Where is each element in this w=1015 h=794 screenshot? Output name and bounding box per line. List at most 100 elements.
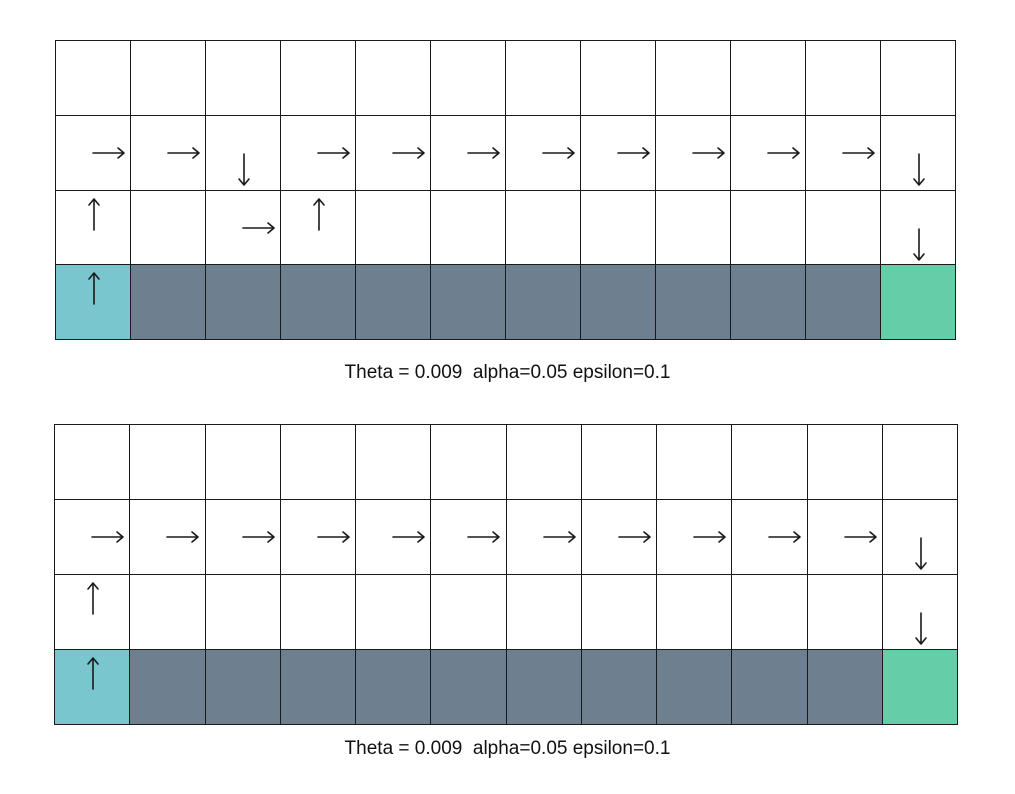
grid-cell-cliff — [656, 265, 731, 340]
grid-cell-empty — [581, 500, 657, 575]
grid-cell-empty — [731, 41, 806, 116]
grid-cell-empty — [656, 115, 731, 191]
gridworld-grid — [55, 40, 956, 340]
arrow-up-icon — [87, 582, 99, 615]
arrow-down-icon — [238, 152, 250, 186]
arrow-right-icon — [842, 146, 875, 159]
grid-cell-empty — [657, 500, 733, 575]
grid-cell-empty — [431, 500, 507, 575]
grid-cell-empty — [56, 115, 131, 191]
grid-cell-empty — [131, 41, 206, 116]
grid-cell-empty — [732, 500, 808, 575]
grid-cell-cliff — [205, 650, 281, 725]
gridworld-grid — [54, 424, 958, 725]
grid-cell-empty — [807, 500, 883, 575]
grid-cell-goal — [882, 650, 958, 725]
grid-cell-empty — [506, 190, 581, 266]
grid-cell-empty — [356, 115, 431, 191]
arrow-right-icon — [317, 146, 350, 159]
arrow-up-icon — [313, 197, 325, 231]
grid-cell-cliff — [807, 650, 883, 725]
grid-cell-empty — [280, 500, 356, 575]
grid-cell-cliff — [281, 265, 356, 340]
grid-cell-empty — [205, 500, 281, 575]
grid-cell-cliff — [130, 650, 206, 725]
grid-cell-empty — [506, 115, 581, 191]
grid-cell-cliff — [506, 650, 582, 725]
grid-cell-empty — [882, 500, 958, 575]
grid-cell-empty — [581, 115, 656, 191]
arrow-right-icon — [242, 221, 275, 234]
grid-cell-empty — [431, 425, 507, 500]
grid-cell-cliff — [131, 265, 206, 340]
grid-cell-empty — [881, 115, 956, 191]
grid-cell-empty — [581, 190, 656, 266]
grid-cell-empty — [807, 425, 883, 500]
grid-cell-empty — [205, 575, 281, 650]
grid-cell-empty — [356, 425, 432, 500]
arrow-right-icon — [692, 146, 725, 159]
grid-cell-empty — [506, 425, 582, 500]
grid-cell-cliff — [356, 650, 432, 725]
arrow-up-icon — [88, 272, 100, 306]
grid-cell-empty — [431, 115, 506, 191]
grid-cell-empty — [806, 190, 881, 266]
grid-cell-empty — [657, 425, 733, 500]
arrow-right-icon — [617, 146, 650, 159]
arrow-down-icon — [914, 537, 927, 570]
grid-cell-empty — [431, 41, 506, 116]
arrow-right-icon — [392, 531, 425, 543]
grid-cell-empty — [356, 190, 431, 266]
grid-cell-empty — [656, 41, 731, 116]
grid-cell-empty — [280, 575, 356, 650]
grid-cell-cliff — [581, 650, 657, 725]
grid-cell-cliff — [806, 265, 881, 340]
grid-cell-empty — [732, 575, 808, 650]
gridworld-caption: Theta = 0.009 alpha=0.05 epsilon=0.1 — [344, 362, 671, 383]
grid-cell-empty — [206, 190, 281, 266]
grid-cell-empty — [431, 575, 507, 650]
grid-cell-cliff — [431, 265, 506, 340]
gridworld-panel-2 — [54, 424, 958, 725]
gridworld-panel-1 — [55, 40, 956, 340]
grid-cell-empty — [281, 190, 356, 266]
arrow-up-icon — [88, 197, 100, 231]
grid-cell-cliff — [732, 650, 808, 725]
grid-cell-empty — [130, 425, 206, 500]
grid-cell-empty — [206, 41, 281, 116]
grid-cell-empty — [356, 41, 431, 116]
grid-cell-empty — [806, 41, 881, 116]
grid-cell-empty — [807, 575, 883, 650]
grid-cell-empty — [506, 575, 582, 650]
grid-cell-empty — [581, 41, 656, 116]
grid-cell-empty — [732, 425, 808, 500]
grid-cell-empty — [581, 575, 657, 650]
grid-cell-empty — [281, 41, 356, 116]
grid-cell-empty — [806, 115, 881, 191]
arrow-up-icon — [87, 657, 99, 690]
grid-cell-empty — [205, 425, 281, 500]
grid-cell-empty — [130, 500, 206, 575]
grid-cell-empty — [882, 425, 958, 500]
arrow-right-icon — [92, 146, 125, 159]
grid-cell-empty — [55, 500, 131, 575]
grid-cell-empty — [356, 500, 432, 575]
arrow-right-icon — [392, 146, 425, 159]
gridworld-caption: Theta = 0.009 alpha=0.05 epsilon=0.1 — [344, 738, 671, 759]
grid-cell-start — [56, 265, 131, 340]
grid-cell-start — [55, 650, 131, 725]
arrow-right-icon — [767, 146, 800, 159]
grid-cell-empty — [56, 41, 131, 116]
grid-cell-empty — [131, 190, 206, 266]
arrow-right-icon — [843, 531, 877, 543]
arrow-right-icon — [91, 531, 124, 543]
arrow-right-icon — [542, 146, 575, 159]
grid-cell-cliff — [657, 650, 733, 725]
grid-cell-empty — [882, 575, 958, 650]
grid-cell-cliff — [206, 265, 281, 340]
grid-cell-empty — [55, 425, 131, 500]
arrow-down-icon — [913, 227, 925, 261]
grid-cell-empty — [56, 190, 131, 266]
grid-cell-empty — [881, 190, 956, 266]
grid-cell-empty — [506, 500, 582, 575]
